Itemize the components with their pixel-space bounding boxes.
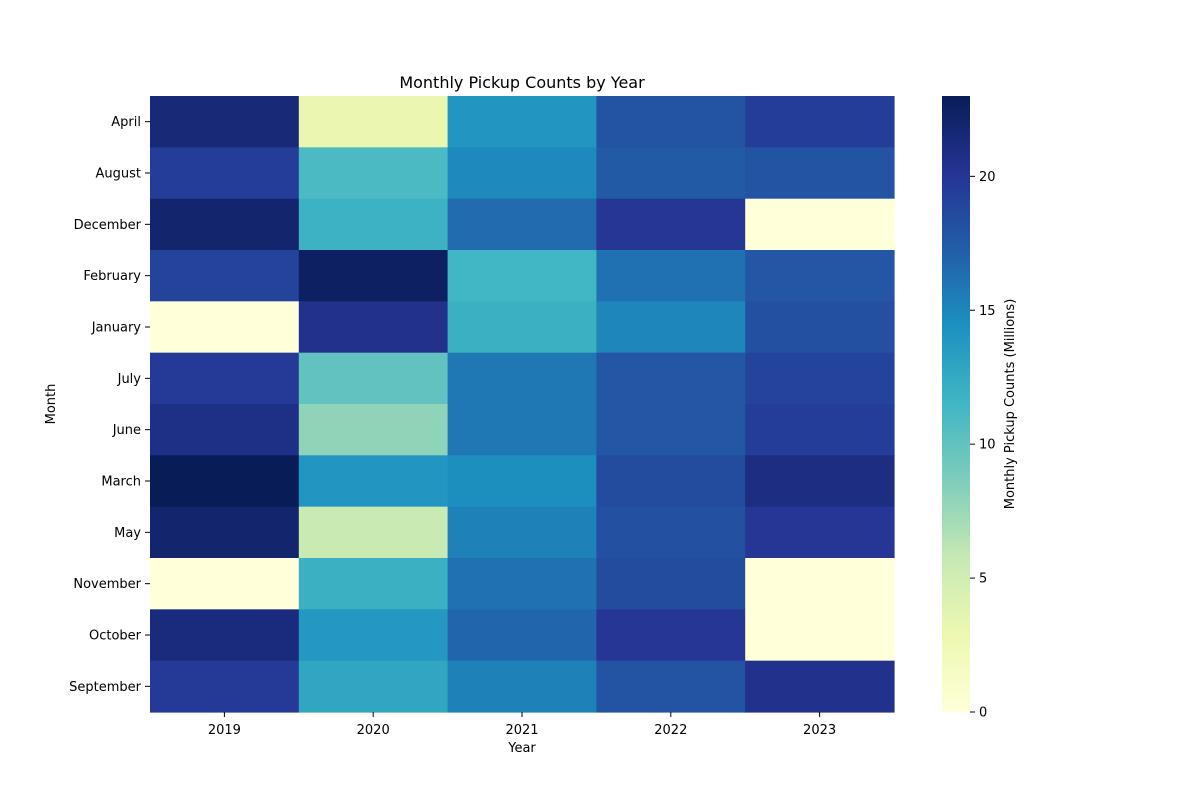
heatmap-cell bbox=[298, 250, 449, 302]
heatmap-cell bbox=[150, 404, 300, 456]
heatmap-cell bbox=[298, 352, 449, 405]
x-axis-ticks: 2019 2020 2021 2022 2023 bbox=[208, 712, 836, 738]
heatmap-cells bbox=[150, 96, 895, 713]
x-tick-label: 2022 bbox=[654, 723, 687, 738]
colorbar-tick-label: 20 bbox=[979, 170, 996, 185]
heatmap-cell bbox=[596, 506, 746, 559]
heatmap-cell bbox=[298, 609, 449, 662]
heatmap-cell bbox=[447, 558, 597, 610]
heatmap-cell bbox=[745, 250, 895, 302]
colorbar-ticks: 0 5 10 15 20 bbox=[970, 170, 996, 721]
heatmap-cell bbox=[447, 198, 597, 251]
heatmap-cell bbox=[745, 301, 895, 354]
heatmap-cell bbox=[150, 558, 300, 610]
heatmap-cell bbox=[745, 558, 895, 610]
heatmap-cell bbox=[298, 198, 449, 251]
heatmap-cell bbox=[745, 96, 895, 148]
heatmap-cell bbox=[447, 147, 597, 200]
y-tick-label: March bbox=[101, 475, 141, 490]
y-tick-label: September bbox=[69, 680, 142, 695]
heatmap-cell bbox=[150, 198, 300, 251]
heatmap-cell bbox=[596, 558, 746, 610]
heatmap-cell bbox=[596, 301, 746, 354]
x-axis-label: Year bbox=[507, 741, 536, 756]
colorbar-label: Monthly Pickup Counts (Millions) bbox=[1003, 299, 1018, 510]
heatmap-cell bbox=[745, 352, 895, 405]
heatmap-cell bbox=[150, 352, 300, 405]
x-tick-label: 2021 bbox=[505, 723, 538, 738]
heatmap-cell bbox=[150, 455, 300, 508]
heatmap-cell bbox=[745, 506, 895, 559]
heatmap-cell bbox=[150, 301, 300, 354]
heatmap-cell bbox=[745, 609, 895, 662]
heatmap-cell bbox=[596, 660, 746, 713]
heatmap-cell bbox=[745, 660, 895, 713]
chart-title: Monthly Pickup Counts by Year bbox=[399, 73, 645, 92]
heatmap-cell bbox=[447, 660, 597, 713]
x-tick-label: 2020 bbox=[357, 723, 390, 738]
y-axis-ticks: April August December February January July Ju… bbox=[69, 115, 150, 695]
colorbar-tick-label: 5 bbox=[979, 572, 987, 587]
heatmap-cell bbox=[596, 404, 746, 456]
colorbar bbox=[942, 96, 970, 712]
colorbar-tick-label: 0 bbox=[979, 706, 987, 721]
heatmap-cell bbox=[447, 404, 597, 456]
heatmap-cell bbox=[447, 352, 597, 405]
y-tick-label: June bbox=[112, 423, 141, 438]
heatmap-cell bbox=[447, 250, 597, 302]
y-tick-label: July bbox=[117, 372, 142, 387]
heatmap-cell bbox=[447, 609, 597, 662]
y-tick-label: August bbox=[96, 167, 142, 182]
heatmap-cell bbox=[596, 198, 746, 251]
heatmap-cell bbox=[745, 198, 895, 251]
heatmap-cell bbox=[298, 660, 449, 713]
colorbar-tick-label: 15 bbox=[979, 304, 996, 319]
heatmap-cell bbox=[298, 147, 449, 200]
heatmap-cell bbox=[150, 250, 300, 302]
heatmap-cell bbox=[150, 96, 300, 148]
heatmap-cell bbox=[447, 301, 597, 354]
y-tick-label: February bbox=[83, 269, 141, 284]
heatmap-cell bbox=[150, 660, 300, 713]
heatmap-cell bbox=[745, 147, 895, 200]
heatmap-cell bbox=[298, 301, 449, 354]
x-tick-label: 2023 bbox=[803, 723, 836, 738]
heatmap-cell bbox=[596, 352, 746, 405]
heatmap-cell bbox=[298, 96, 449, 148]
colorbar-tick-label: 10 bbox=[979, 438, 996, 453]
heatmap-cell bbox=[447, 455, 597, 508]
heatmap-cell bbox=[150, 506, 300, 559]
heatmap-cell bbox=[596, 147, 746, 200]
heatmap-cell bbox=[447, 96, 597, 148]
heatmap-cell bbox=[150, 609, 300, 662]
heatmap-cell bbox=[298, 404, 449, 456]
y-tick-label: April bbox=[111, 115, 141, 130]
heatmap-cell bbox=[596, 250, 746, 302]
heatmap-cell bbox=[298, 558, 449, 610]
heatmap-cell bbox=[596, 455, 746, 508]
heatmap-cell bbox=[447, 506, 597, 559]
heatmap-cell bbox=[298, 455, 449, 508]
y-tick-label: October bbox=[89, 629, 142, 644]
heatmap-cell bbox=[298, 506, 449, 559]
heatmap-cell bbox=[596, 96, 746, 148]
heatmap-cell bbox=[596, 609, 746, 662]
y-tick-label: December bbox=[74, 218, 142, 233]
heatmap-cell bbox=[745, 455, 895, 508]
x-tick-label: 2019 bbox=[208, 723, 241, 738]
y-tick-label: May bbox=[114, 526, 141, 541]
y-tick-label: November bbox=[73, 577, 141, 592]
y-axis-label: Month bbox=[44, 384, 59, 425]
heatmap-cell bbox=[150, 147, 300, 200]
heatmap-cell bbox=[745, 404, 895, 456]
y-tick-label: January bbox=[91, 321, 142, 336]
